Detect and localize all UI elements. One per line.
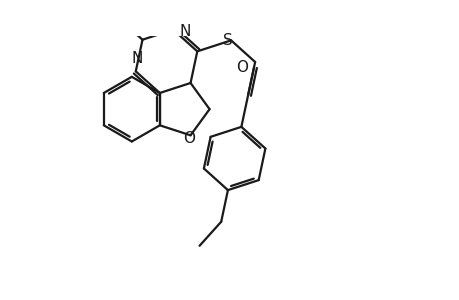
Text: N: N (131, 51, 143, 66)
Text: O: O (235, 60, 247, 75)
Text: N: N (179, 24, 190, 39)
Text: O: O (183, 131, 195, 146)
Text: S: S (223, 33, 232, 48)
